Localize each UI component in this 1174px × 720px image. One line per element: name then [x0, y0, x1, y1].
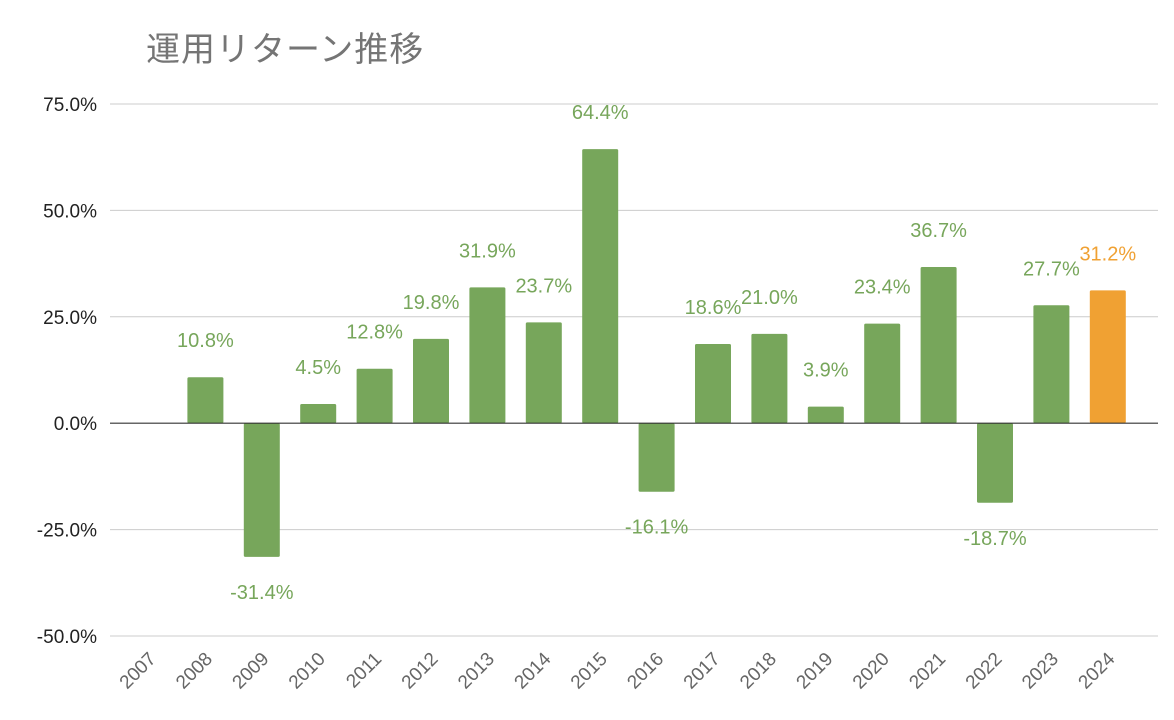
data-label: 21.0% [741, 287, 798, 309]
bar [413, 338, 449, 424]
x-tick-label: 2018 [736, 649, 781, 694]
x-tick-label: 2007 [116, 649, 161, 694]
bar [638, 423, 675, 492]
bar [751, 333, 788, 424]
bar [695, 344, 731, 424]
y-tick-label: -25.0% [37, 521, 97, 542]
bar [1089, 290, 1126, 424]
bar [920, 267, 957, 424]
x-tick-label: 2008 [172, 649, 217, 694]
data-label: -16.1% [625, 517, 689, 539]
x-tick-label: 2015 [567, 649, 612, 694]
x-tick-label: 2022 [962, 649, 1007, 694]
x-tick-label: 2011 [342, 649, 386, 693]
y-tick-label: 25.0% [43, 308, 97, 329]
x-tick-label: 2021 [905, 649, 950, 694]
y-tick-label: -50.0% [37, 627, 97, 648]
x-tick-label: 2012 [398, 649, 443, 694]
bar [864, 323, 901, 424]
data-label: 31.2% [1079, 243, 1136, 265]
x-tick-label: 2009 [229, 649, 274, 694]
x-tick-label: 2017 [680, 649, 725, 694]
data-label: 12.8% [346, 322, 403, 344]
y-tick-label: 50.0% [43, 201, 97, 222]
bar [356, 368, 393, 424]
data-label: -18.7% [963, 528, 1027, 550]
bar [807, 406, 844, 424]
bar [977, 423, 1013, 503]
data-label: 23.4% [854, 277, 911, 299]
y-tick-label: 0.0% [54, 414, 97, 435]
bar [1033, 305, 1070, 424]
bar [525, 322, 562, 424]
data-label: 18.6% [685, 297, 742, 319]
x-tick-label: 2010 [285, 649, 330, 694]
y-tick-label: 75.0% [43, 95, 97, 116]
data-label: 36.7% [910, 220, 967, 242]
data-label: 64.4% [572, 102, 629, 124]
x-tick-label: 2016 [623, 649, 668, 694]
x-tick-label: 2024 [1075, 648, 1120, 693]
data-label: 27.7% [1023, 258, 1080, 280]
data-label: -31.4% [230, 582, 294, 604]
data-label: 3.9% [803, 360, 849, 382]
data-label: 10.8% [177, 330, 234, 352]
data-label: 31.9% [459, 240, 516, 262]
data-label: 4.5% [295, 357, 341, 379]
x-tick-label: 2023 [1018, 649, 1063, 694]
data-label: 19.8% [403, 292, 460, 314]
x-tick-label: 2014 [511, 648, 556, 693]
bar [243, 423, 280, 557]
bar [300, 404, 337, 424]
x-tick-label: 2019 [793, 649, 838, 694]
bar [187, 377, 224, 424]
x-tick-label: 2020 [849, 649, 894, 694]
bar [582, 149, 619, 424]
x-tick-label: 2013 [454, 649, 499, 694]
bar [469, 287, 506, 424]
chart-title: 運用リターン推移 [146, 30, 425, 70]
data-label: 23.7% [515, 275, 572, 297]
